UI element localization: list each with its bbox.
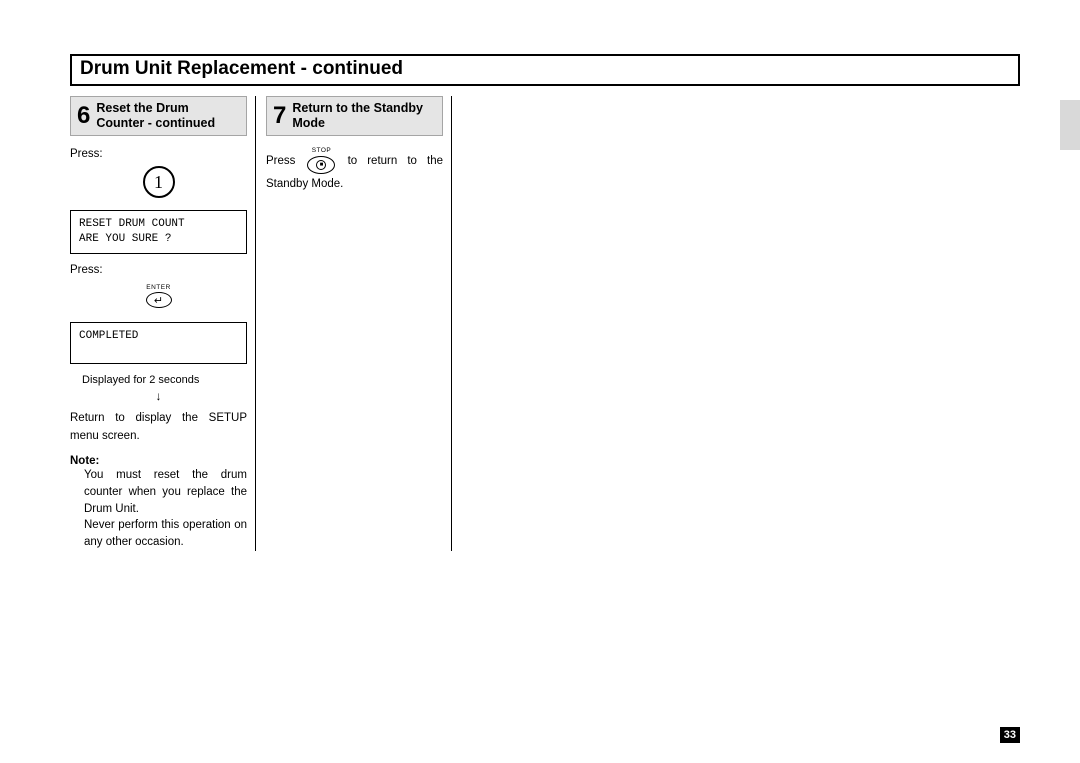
return-text: Return to display the SETUP menu screen. bbox=[70, 410, 247, 446]
keypad-1-button-icon: 1 bbox=[143, 166, 175, 198]
step-7-text: Press STOP ■ to return to the Standby Mo… bbox=[266, 148, 443, 195]
lcd-caption: Displayed for 2 seconds bbox=[82, 374, 247, 386]
step-6-title: Reset the Drum Counter - continued bbox=[96, 101, 240, 131]
stop-label: STOP bbox=[307, 148, 335, 155]
press-label-1: Press: bbox=[70, 148, 247, 160]
page-number-badge: 33 bbox=[1000, 727, 1020, 743]
stop-button-wrap: STOP ■ bbox=[307, 148, 335, 174]
page-title: Drum Unit Replacement - continued bbox=[70, 54, 1020, 86]
enter-button-block: ENTER ↵ bbox=[70, 284, 247, 310]
press-label-2: Press: bbox=[70, 264, 247, 276]
stop-button-icon: ■ bbox=[307, 156, 335, 174]
step-6-header: 6 Reset the Drum Counter - continued bbox=[70, 96, 247, 136]
lcd-display-1: RESET DRUM COUNT ARE YOU SURE ? bbox=[70, 210, 247, 254]
step-7-number: 7 bbox=[273, 104, 286, 128]
content-columns: 6 Reset the Drum Counter - continued Pre… bbox=[70, 96, 1020, 551]
note-body-1: You must reset the drum counter when you… bbox=[70, 467, 247, 517]
column-step-6: 6 Reset the Drum Counter - continued Pre… bbox=[70, 96, 256, 551]
column-step-7: 7 Return to the Standby Mode Press STOP … bbox=[266, 96, 452, 551]
step-7-text-pre: Press bbox=[266, 155, 295, 167]
enter-button-icon: ↵ bbox=[146, 292, 172, 308]
lcd-display-2: COMPLETED bbox=[70, 322, 247, 364]
manual-page: Drum Unit Replacement - continued 6 Rese… bbox=[70, 54, 1020, 551]
stop-inner-icon: ■ bbox=[316, 160, 326, 170]
step-7-header: 7 Return to the Standby Mode bbox=[266, 96, 443, 136]
side-tab bbox=[1060, 100, 1080, 150]
step-6-number: 6 bbox=[77, 104, 90, 128]
button-1-block: 1 bbox=[70, 166, 247, 198]
enter-label: ENTER bbox=[70, 284, 247, 291]
step-7-title: Return to the Standby Mode bbox=[292, 101, 436, 131]
arrow-down-icon: ↓ bbox=[70, 390, 247, 402]
note-body-2: Never perform this operation on any othe… bbox=[70, 517, 247, 550]
note-label: Note: bbox=[70, 455, 247, 467]
